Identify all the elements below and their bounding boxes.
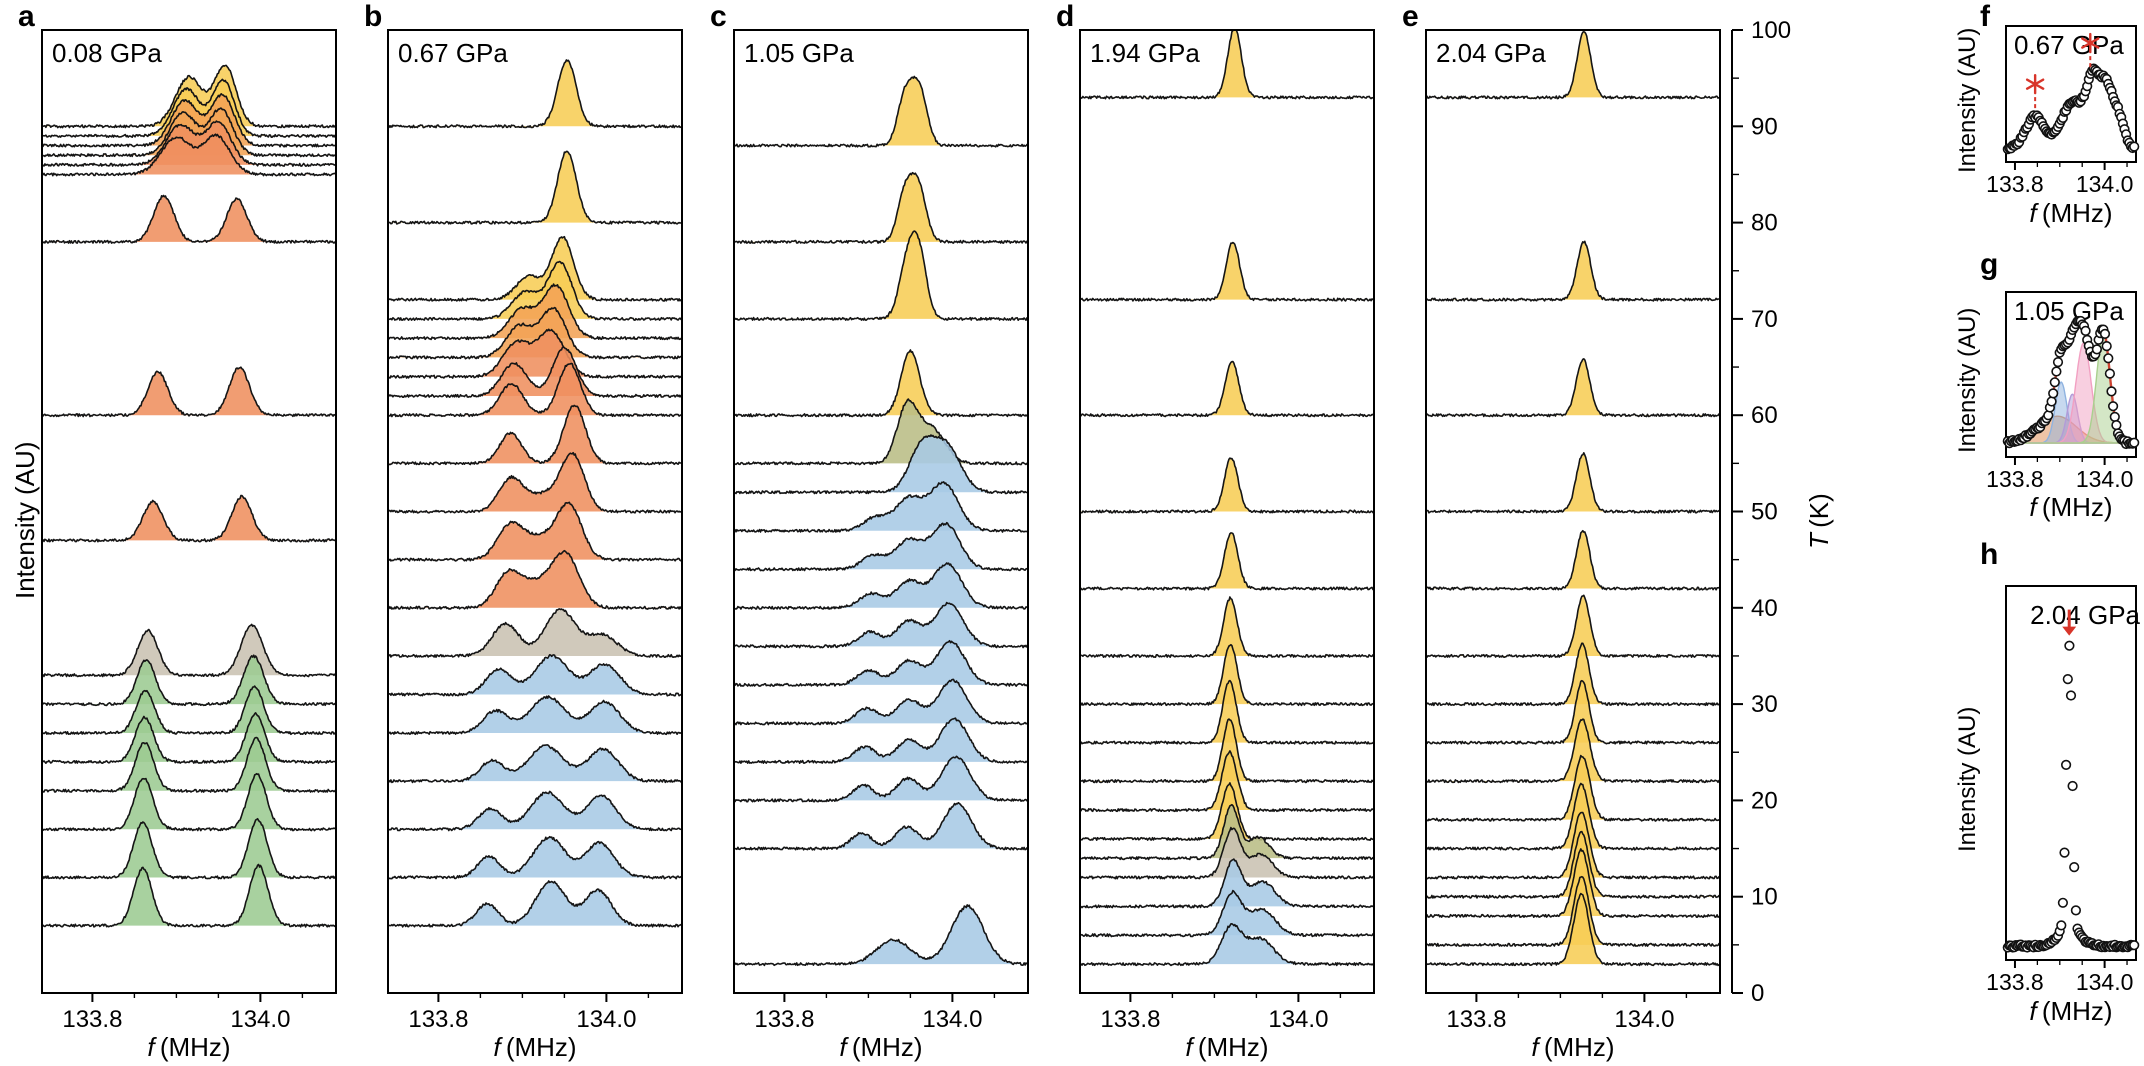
panel-b: b 0.67 GPa 133.8 134.0 f (MHz)	[352, 0, 692, 1066]
svg-text:134.0: 134.0	[1614, 1006, 1674, 1033]
svg-text:133.8: 133.8	[1446, 1006, 1506, 1033]
svg-text:134.0: 134.0	[2076, 969, 2134, 995]
panel-letter-h: h	[1980, 538, 1999, 571]
panel-letter-g: g	[1980, 248, 1999, 281]
svg-text:70: 70	[1751, 306, 1778, 333]
pressure-label-c: 1.05 GPa	[744, 38, 854, 68]
x-axis-label-c: f (MHz)	[839, 1032, 923, 1062]
panel-letter-f: f	[1980, 0, 1990, 33]
x-axis-label-h: f (MHz)	[2029, 996, 2113, 1026]
x-axis-label-b: f (MHz)	[493, 1032, 577, 1062]
svg-text:134.0: 134.0	[576, 1006, 636, 1033]
svg-text:20: 20	[1751, 787, 1778, 814]
scatter-plot-f: 133.8 134.0	[1986, 25, 2140, 197]
panel-letter-c: c	[710, 0, 727, 33]
panel-d: d 1.94 GPa 133.8 134.0 f (MHz)	[1044, 0, 1384, 1066]
svg-text:90: 90	[1751, 113, 1778, 140]
svg-text:133.8: 133.8	[1986, 969, 2044, 995]
svg-text:134.0: 134.0	[2076, 171, 2134, 197]
pressure-label-f: 0.67 GPa	[2014, 30, 2124, 60]
spectra-plot-c: 133.8 134.0	[733, 29, 1029, 1033]
spectra-plot-d: 133.8 134.0	[1079, 29, 1375, 1033]
svg-text:133.8: 133.8	[62, 1006, 122, 1033]
temperature-axis-label: T (K)	[1804, 493, 1834, 549]
svg-text:10: 10	[1751, 884, 1778, 911]
panel-c: c 1.05 GPa 133.8 134.0 f (MHz)	[698, 0, 1038, 1066]
svg-text:60: 60	[1751, 402, 1778, 429]
scatter-plot-g: 133.8 134.0	[1986, 291, 2140, 492]
panel-letter-d: d	[1056, 0, 1075, 33]
svg-text:100: 100	[1751, 17, 1791, 44]
svg-text:30: 30	[1751, 691, 1778, 718]
svg-text:134.0: 134.0	[1268, 1006, 1328, 1033]
svg-text:133.8: 133.8	[754, 1006, 814, 1033]
x-axis-label-e: f (MHz)	[1531, 1032, 1615, 1062]
x-axis-label-g: f (MHz)	[2029, 492, 2113, 522]
x-axis-label-a: f (MHz)	[147, 1032, 231, 1062]
pressure-label-d: 1.94 GPa	[1090, 38, 1200, 68]
spectra-plot-e: 133.8 134.0	[1425, 29, 1721, 1033]
panel-letter-e: e	[1402, 0, 1419, 33]
pressure-label-g: 1.05 GPa	[2014, 296, 2124, 326]
x-axis-label-f: f (MHz)	[2029, 198, 2113, 228]
panel-letter-a: a	[18, 0, 35, 33]
panel-h: h Intensity (AU) 2.04 GPa 133.8 134.0 f (…	[1954, 538, 2144, 1066]
panel-e: e 2.04 GPa 133.8 134.0 f (MHz)	[1390, 0, 1730, 1066]
scatter-plot-h: 133.8 134.0	[1986, 585, 2140, 995]
spectra-plot-b: 133.8 134.0	[387, 29, 683, 1033]
panel-a: a Intensity (AU) 0.08 GPa 133.8 134.0 f (…	[6, 0, 346, 1066]
svg-text:50: 50	[1751, 499, 1778, 526]
svg-text:0: 0	[1751, 980, 1764, 1007]
svg-text:133.8: 133.8	[1986, 171, 2044, 197]
pressure-label-h: 2.04 GPa	[2030, 600, 2140, 630]
panel-letter-b: b	[364, 0, 383, 33]
temperature-axis: 0 10 20 30 40 50 60 70 80 90 100	[1731, 17, 1791, 1007]
panel-g: g Intensity (AU) 1.05 GPa 133.8 134.0 f (…	[1954, 248, 2144, 540]
svg-text:134.0: 134.0	[2076, 466, 2134, 492]
svg-text:40: 40	[1751, 595, 1778, 622]
pressure-label-b: 0.67 GPa	[398, 38, 508, 68]
svg-text:133.8: 133.8	[408, 1006, 468, 1033]
svg-text:134.0: 134.0	[922, 1006, 982, 1033]
panel-f: f Intensity (AU) 0.67 GPa 133.8 134.0 f (…	[1954, 0, 2144, 240]
spectra-plot-a: 133.8 134.0	[41, 29, 337, 1033]
pressure-label-a: 0.08 GPa	[52, 38, 162, 68]
svg-text:133.8: 133.8	[1100, 1006, 1160, 1033]
pressure-label-e: 2.04 GPa	[1436, 38, 1546, 68]
svg-text:80: 80	[1751, 210, 1778, 237]
x-axis-label-d: f (MHz)	[1185, 1032, 1269, 1062]
svg-text:133.8: 133.8	[1986, 466, 2044, 492]
svg-text:134.0: 134.0	[230, 1006, 290, 1033]
